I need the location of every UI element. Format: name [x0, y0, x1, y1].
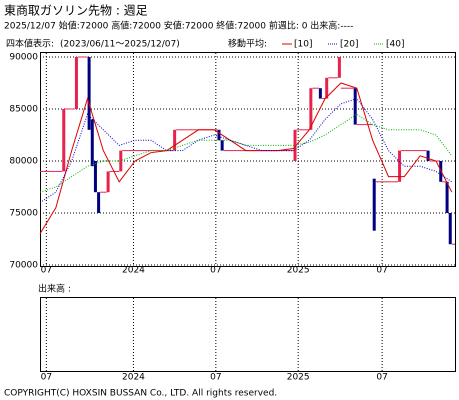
- candle-body: [293, 129, 297, 161]
- candle-body: [87, 57, 91, 130]
- candle-body: [119, 150, 123, 172]
- candle-body: [106, 171, 110, 193]
- candle-body: [93, 161, 97, 193]
- candle-body: [445, 181, 449, 213]
- x-tick-label: 2024: [122, 373, 145, 383]
- y-tick-label: 70000: [9, 261, 38, 271]
- legend-label: [20]: [340, 40, 358, 50]
- legend-label: [40]: [386, 40, 404, 50]
- x-tick-label: 07: [210, 373, 221, 383]
- candle-body: [398, 150, 402, 182]
- legend-label: [10]: [294, 40, 312, 50]
- candle-body: [426, 150, 430, 161]
- info-line: 2025/12/07 始値:72000 高値:72000 安値:72000 終値…: [4, 20, 353, 32]
- candle-body: [217, 129, 221, 141]
- copyright: COPYRIGHT(C) HOXSIN BUSSAN Co., LTD. All…: [4, 389, 277, 399]
- candle-body: [448, 213, 452, 245]
- candle-body: [337, 57, 341, 78]
- moving-average: [39, 82, 453, 235]
- candle-body: [318, 88, 322, 99]
- x-tick-label: 2025: [287, 266, 310, 276]
- y-tick-label: 80000: [9, 157, 38, 167]
- y-tick-label: 75000: [9, 209, 38, 219]
- candle-body: [353, 88, 357, 125]
- moving-average: [39, 98, 453, 204]
- volume-panel: [40, 297, 456, 372]
- x-tick-label: 07: [376, 373, 387, 383]
- x-tick-label: 2025: [287, 373, 310, 383]
- chart-title: 東商取ガソリン先物 : 週足: [4, 3, 148, 18]
- price-panel: [40, 52, 456, 267]
- x-tick-label: 07: [210, 266, 221, 276]
- candle-body: [74, 57, 78, 109]
- period: (2023/06/11〜2025/12/07): [60, 40, 180, 50]
- x-tick-label: 07: [41, 266, 52, 276]
- x-tick-label: 2024: [122, 266, 145, 276]
- y-tick-label: 85000: [9, 105, 38, 115]
- volume-label: 出来高 :: [38, 283, 71, 295]
- moving-average: [39, 113, 453, 193]
- candle-body: [173, 129, 177, 151]
- ma-label: 移動平均:: [228, 38, 267, 50]
- candle-body: [220, 140, 224, 151]
- candle-body: [372, 178, 376, 231]
- candle-body: [325, 77, 329, 99]
- x-tick-label: 07: [376, 266, 387, 276]
- candle-body: [90, 119, 94, 167]
- x-tick-label: 07: [41, 373, 52, 383]
- candle-body: [62, 109, 66, 172]
- display-label: 四本値表示:: [6, 38, 54, 50]
- candle-body: [97, 192, 101, 213]
- y-tick-label: 90000: [9, 53, 38, 63]
- candle-body: [309, 88, 313, 130]
